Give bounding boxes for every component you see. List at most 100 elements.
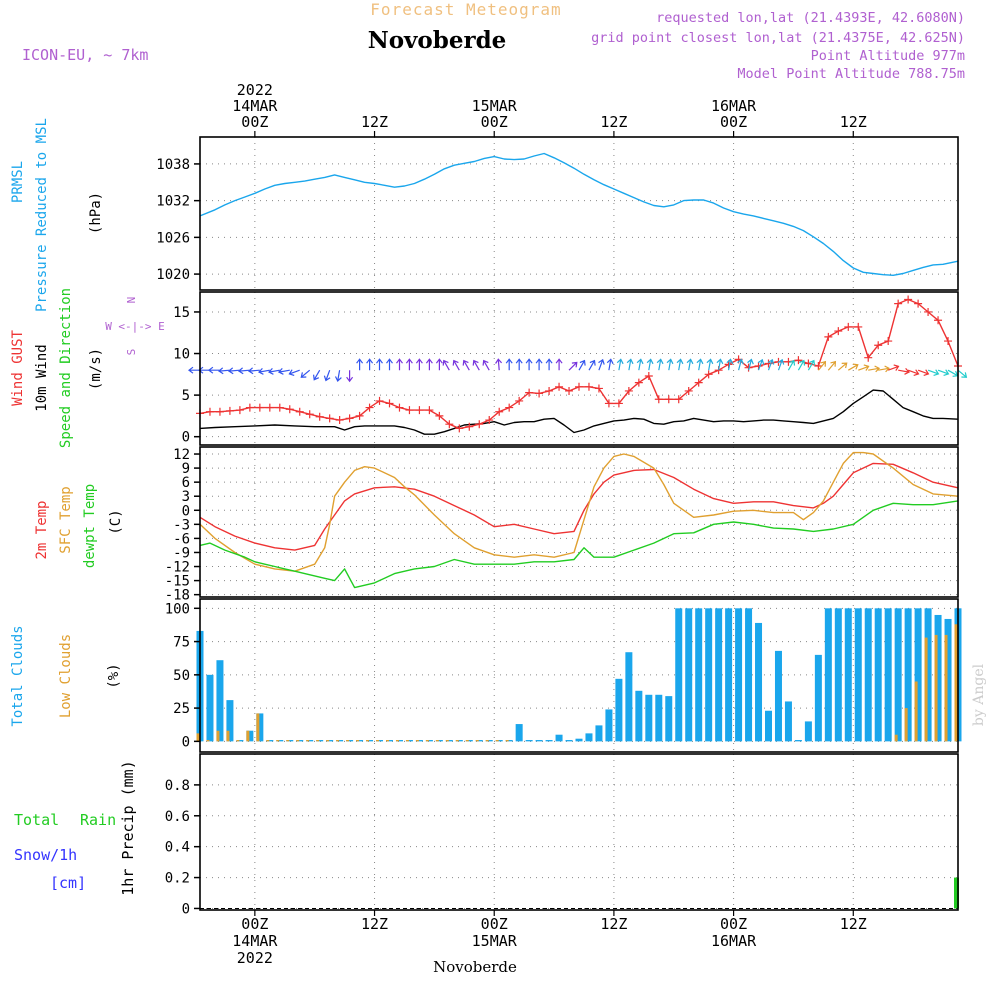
wind-gust-marker [465,422,474,431]
total-clouds-bar [276,740,284,742]
y-tick-label: 0 [182,430,190,446]
low-clouds-bar [435,740,439,742]
low-clouds-bar [485,740,489,742]
wind-direction-arrow [626,358,634,371]
total-clouds-bar [695,608,703,742]
total-clouds-bar [206,674,214,742]
wind-gust-marker [854,322,863,331]
total-clouds-bar [485,740,493,742]
total-clouds-bar [316,740,324,742]
wind-gust-marker [275,403,284,412]
wind-direction-arrow [636,358,644,371]
wind-direction-arrow [376,358,383,371]
wind-gust-marker [545,386,554,395]
wind-gust-marker [664,395,673,404]
wind-direction-arrow [887,364,900,371]
temp-dewpoint-line [199,500,959,589]
wind-direction-arrow [917,369,930,376]
low-clouds-bar [256,713,260,742]
wind-gust-marker [884,337,893,346]
wind-direction-arrow [606,358,614,371]
wind-gust-marker [225,406,234,415]
wind-direction-arrow [837,362,848,371]
low-clouds-bar [914,681,918,742]
precip-unit: 1hr Precip (mm) [119,760,137,895]
wind-gust-marker [435,411,444,420]
rain-label: Rain [80,811,116,829]
model-altitude: Model Point Altitude 788.75m [737,66,965,82]
wind-gust-marker [535,389,544,398]
temp-sfc-label: SFC Temp [58,486,74,553]
low-clouds-bar [954,624,958,742]
panel-labels: PRMSL Pressure Reduced to MSL (hPa) Wind GU… [10,118,165,896]
wind-gust-marker [215,407,224,416]
wind-direction-arrow [555,358,563,371]
total-clouds-bar [645,694,653,742]
y-tick-label: 12 [173,447,190,463]
wind-gust-marker [395,403,404,412]
total-clouds-bar [346,740,354,742]
wind-gust-marker [634,378,643,387]
wind-direction-arrow [858,364,870,371]
low-clouds-bar [276,740,280,742]
total-clouds-bar [914,608,922,742]
pressure-label-prmsl: PRMSL [10,161,26,203]
wind-gust-marker [874,341,883,350]
wind-direction-arrow [277,367,290,375]
temp-2m-label: 2m Temp [34,500,50,559]
wind-gust-marker [325,414,334,423]
low-clouds-bar [346,740,350,742]
wind-direction-arrow [227,367,240,375]
y-tick-label: 5 [182,388,190,404]
y-tick-label: 1020 [156,267,190,283]
wind-direction-arrow [505,358,513,371]
top-time-label: 16MAR [711,97,757,115]
snow-label: Snow/1h [14,846,77,864]
bottom-time-label: 2022 [237,949,273,967]
compass-east-west: W <-|-> E [105,320,165,333]
total-clouds-bar [625,652,633,742]
wind-gust-marker [295,407,304,416]
wind-direction-arrow [686,358,694,371]
low-clouds-bar [445,740,449,742]
wind-direction-arrow [300,369,311,378]
wind-direction-arrow [726,358,734,371]
total-clouds-bar [784,701,792,742]
y-tick-label: 0.4 [165,840,190,856]
wind-direction-arrow [696,358,704,371]
wind-direction-arrow [435,358,443,371]
wind-gust-marker [824,332,833,341]
total-clouds-bar [296,740,304,742]
wind-gust-marker [485,416,494,425]
wind-direction-arrow [237,367,250,375]
wind-gust-marker [604,399,613,408]
y-tick-label: -6 [173,531,190,547]
total-clouds-bar [844,608,852,742]
wind-direction-arrow [847,363,859,371]
wind-gust-marker [814,362,823,371]
total-clouds-bar [725,608,733,742]
y-tick-label: 1026 [156,230,190,246]
total-clouds-bar [765,710,772,742]
wind-gust-marker [305,410,314,419]
wind-direction-arrow [346,370,354,383]
wind-direction-arrow [258,367,270,375]
total-clouds-bar [575,738,583,742]
total-clouds-bar [595,725,603,742]
total-clouds-bar [266,740,274,742]
top-time-label: 14MAR [232,97,278,115]
location-title: Novoberde [368,27,507,54]
wind-gust-marker [694,378,703,387]
top-time-label: 2022 [237,81,273,99]
total-clouds-bar [794,740,802,742]
wind-direction-arrow [218,367,230,375]
bottom-time-label: 00Z [241,915,268,933]
y-tick-label: -3 [173,517,190,533]
total-clouds-bar [226,700,234,742]
low-clouds-bar [296,740,300,742]
wind-gust-marker [515,396,524,405]
wind-gust-marker [375,396,384,405]
axes-layer: 1020102610321038051015-18-15-12-9-6-3036… [156,81,867,967]
wind-gust-marker [565,386,574,395]
total-clouds-bar [864,608,872,742]
